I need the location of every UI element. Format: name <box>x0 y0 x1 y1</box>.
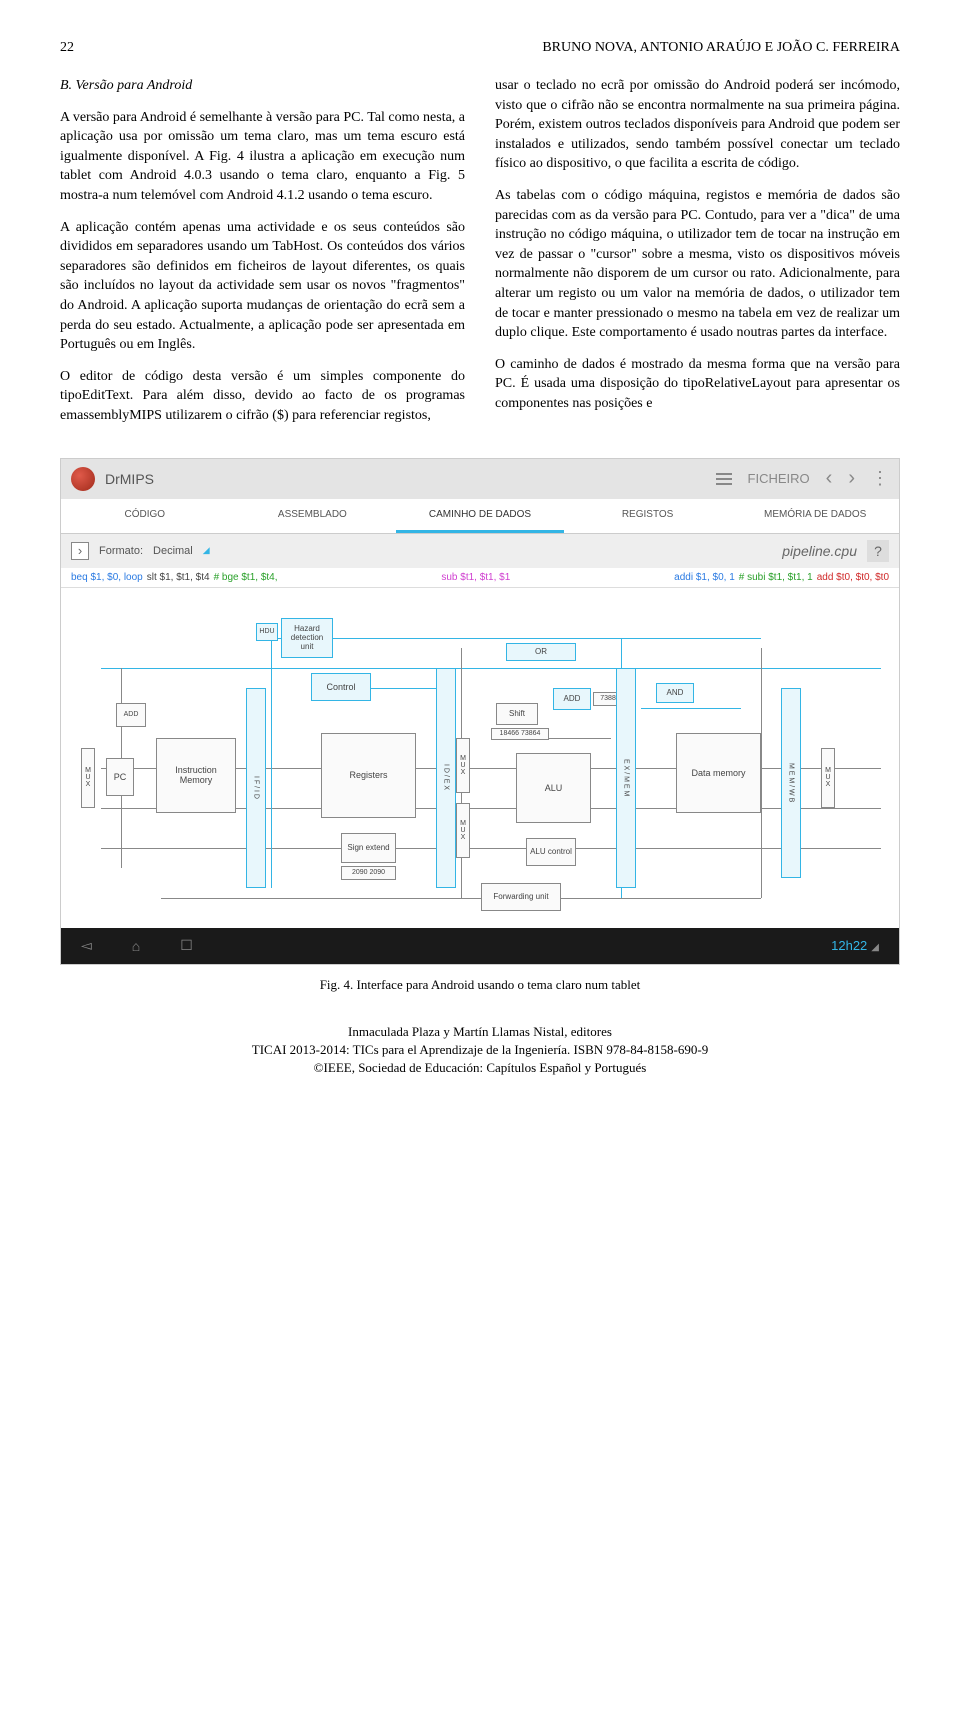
format-value[interactable]: Decimal <box>153 545 193 557</box>
android-screenshot: DrMIPS FICHEIRO ‹ › ⋮ CÓDIGO ASSEMBLADO … <box>60 458 900 965</box>
pc-block: PC <box>106 758 134 796</box>
instr: slt $1, $t1, $t4 <box>147 572 210 583</box>
recent-icon[interactable]: ☐ <box>180 937 193 954</box>
instruction-row: beq $1, $0, loop slt $1, $t1, $t4 # bge … <box>61 568 899 588</box>
and-block: AND <box>656 683 694 703</box>
page-number: 22 <box>60 40 74 56</box>
prev-button[interactable]: ‹ <box>826 467 833 490</box>
paragraph: usar o teclado no ecrã por omissão do An… <box>495 76 900 174</box>
overflow-icon[interactable]: ⋮ <box>871 468 889 489</box>
instr: beq $1, $0, loop <box>71 572 143 583</box>
right-column: usar o teclado no ecrã por omissão do An… <box>495 76 900 438</box>
section-title: B. Versão para Android <box>60 76 465 96</box>
home-icon[interactable]: ⌂ <box>132 938 140 954</box>
alucontrol-block: ALU control <box>526 838 576 866</box>
help-button[interactable]: ? <box>867 540 889 562</box>
paragraph: O caminho de dados é mostrado da mesma f… <box>495 355 900 414</box>
ficheiro-menu[interactable]: FICHEIRO <box>748 471 810 486</box>
mux-block: M U X <box>821 748 835 808</box>
ifid-block: I F / I D <box>246 688 266 888</box>
authors-header: BRUNO NOVA, ANTONIO ARAÚJO E JOÃO C. FER… <box>542 40 900 56</box>
instr: add $t0, $t0, $t0 <box>817 572 889 583</box>
back-icon[interactable]: ◅ <box>81 937 92 954</box>
dropdown-icon[interactable]: ◢ <box>203 545 210 556</box>
clock: 12h22 <box>831 938 879 953</box>
tab-caminho[interactable]: CAMINHO DE DADOS <box>396 499 564 533</box>
footer-line: TICAI 2013-2014: TICs para el Aprendizaj… <box>60 1041 900 1059</box>
instr: # subi $t1, $t1, 1 <box>739 572 813 583</box>
add-block: ADD <box>116 703 146 727</box>
left-column: B. Versão para Android A versão para And… <box>60 76 465 438</box>
instr: addi $1, $0, 1 <box>674 572 735 583</box>
idex-block: I D / E X <box>436 668 456 888</box>
signal-icon <box>871 938 879 953</box>
format-toolbar: › Formato: Decimal ◢ pipeline.cpu ? <box>61 534 899 568</box>
paragraph: A aplicação contém apenas uma actividade… <box>60 218 465 355</box>
forward-block: Forwarding unit <box>481 883 561 911</box>
signext-block: Sign extend <box>341 833 396 863</box>
text-columns: B. Versão para Android A versão para And… <box>60 76 900 438</box>
tab-registos[interactable]: REGISTOS <box>564 499 732 533</box>
hdu-block: HDU <box>256 623 278 641</box>
format-label: Formato: <box>99 545 143 557</box>
page-footer: Inmaculada Plaza y Martín Llamas Nistal,… <box>60 1023 900 1078</box>
hazard-block: Hazard detection unit <box>281 618 333 658</box>
android-navbar: ◅ ⌂ ☐ 12h22 <box>61 928 899 964</box>
datapath-diagram[interactable]: M U X PC ADD Instruction Memory I F / I … <box>61 588 899 928</box>
control-block: Control <box>311 673 371 701</box>
app-title: DrMIPS <box>105 471 706 487</box>
tab-memoria[interactable]: MEMÓRIA DE DADOS <box>731 499 899 533</box>
shift-block: Shift <box>496 703 538 725</box>
page-header: 22 BRUNO NOVA, ANTONIO ARAÚJO E JOÃO C. … <box>60 40 900 56</box>
step-button[interactable]: › <box>71 542 89 560</box>
shift-nums: 18466 73864 <box>491 728 549 740</box>
instrmem-block: Instruction Memory <box>156 738 236 813</box>
signext-nums: 2090 2090 <box>341 866 396 880</box>
cpu-filename: pipeline.cpu <box>782 543 857 559</box>
alu-block: ALU <box>516 753 591 823</box>
footer-line: ©IEEE, Sociedad de Educación: Capítulos … <box>60 1059 900 1077</box>
registers-block: Registers <box>321 733 416 818</box>
tab-codigo[interactable]: CÓDIGO <box>61 499 229 533</box>
or-block: OR <box>506 643 576 661</box>
mux-block: M U X <box>456 803 470 858</box>
instr: # bge $t1, $t4, <box>214 572 278 583</box>
tabs: CÓDIGO ASSEMBLADO CAMINHO DE DADOS REGIS… <box>61 499 899 534</box>
mux-block: M U X <box>456 738 470 793</box>
exmem-block: E X / M E M <box>616 668 636 888</box>
tab-assemblado[interactable]: ASSEMBLADO <box>229 499 397 533</box>
paragraph: O editor de código desta versão é um sim… <box>60 367 465 426</box>
paragraph: As tabelas com o código máquina, registo… <box>495 186 900 343</box>
figure-caption: Fig. 4. Interface para Android usando o … <box>60 977 900 993</box>
app-bar: DrMIPS FICHEIRO ‹ › ⋮ <box>61 459 899 499</box>
menu-icon[interactable] <box>716 478 732 480</box>
paragraph: A versão para Android é semelhante à ver… <box>60 108 465 206</box>
app-logo-icon <box>71 467 95 491</box>
footer-line: Inmaculada Plaza y Martín Llamas Nistal,… <box>60 1023 900 1041</box>
add2-block: ADD <box>553 688 591 710</box>
datamem-block: Data memory <box>676 733 761 813</box>
next-button[interactable]: › <box>848 467 855 490</box>
memwb-block: M E M / W B <box>781 688 801 878</box>
mux-block: M U X <box>81 748 95 808</box>
instr: sub $t1, $t1, $1 <box>282 572 671 583</box>
